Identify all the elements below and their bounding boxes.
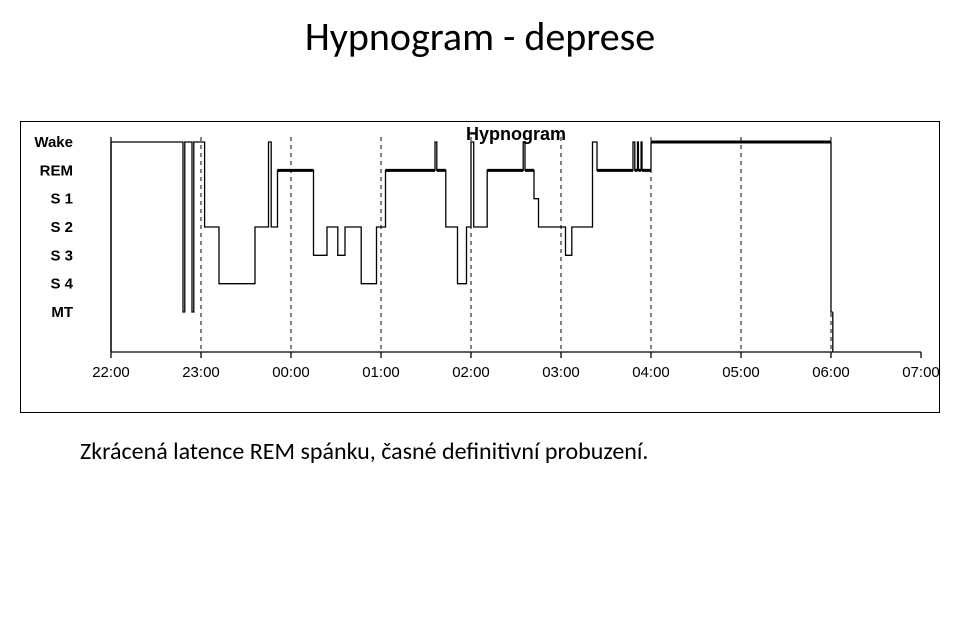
hypnogram-chart: Hypnogram Wake REM S 1 S 2 S 3 S 4 MT 22:00 23:00… [20,121,940,413]
y-axis-label: S 3 [50,247,73,264]
page-root: Hypnogram - deprese Hypnogram Wake REM S 1 S… [0,0,960,620]
y-axis-label: S 4 [50,276,73,293]
chart-inner-title: Hypnogram [466,124,566,144]
x-tick-label: 02:00 [452,364,490,381]
x-tick-label: 23:00 [182,364,220,381]
x-tick-label: 07:00 [902,364,939,381]
x-tick-label: 03:00 [542,364,580,381]
y-axis-label: REM [40,162,73,179]
y-axis-label: S 2 [50,219,73,236]
page-title: Hypnogram - deprese [20,12,940,61]
x-tick-label: 22:00 [92,364,130,381]
y-axis-label: S 1 [50,191,73,208]
x-tick-label: 06:00 [812,364,850,381]
x-tick-label: 04:00 [632,364,670,381]
y-axis-label: Wake [34,134,73,151]
x-tick-label: 00:00 [272,364,310,381]
hypnogram-svg: Hypnogram Wake REM S 1 S 2 S 3 S 4 MT 22:00 23:00… [21,122,939,412]
x-tick-label: 01:00 [362,364,400,381]
hypnogram-step-line [111,142,833,312]
caption-text: Zkrácená latence REM spánku, časné defin… [80,437,940,466]
y-axis-label: MT [51,304,73,321]
x-tick-label: 05:00 [722,364,760,381]
